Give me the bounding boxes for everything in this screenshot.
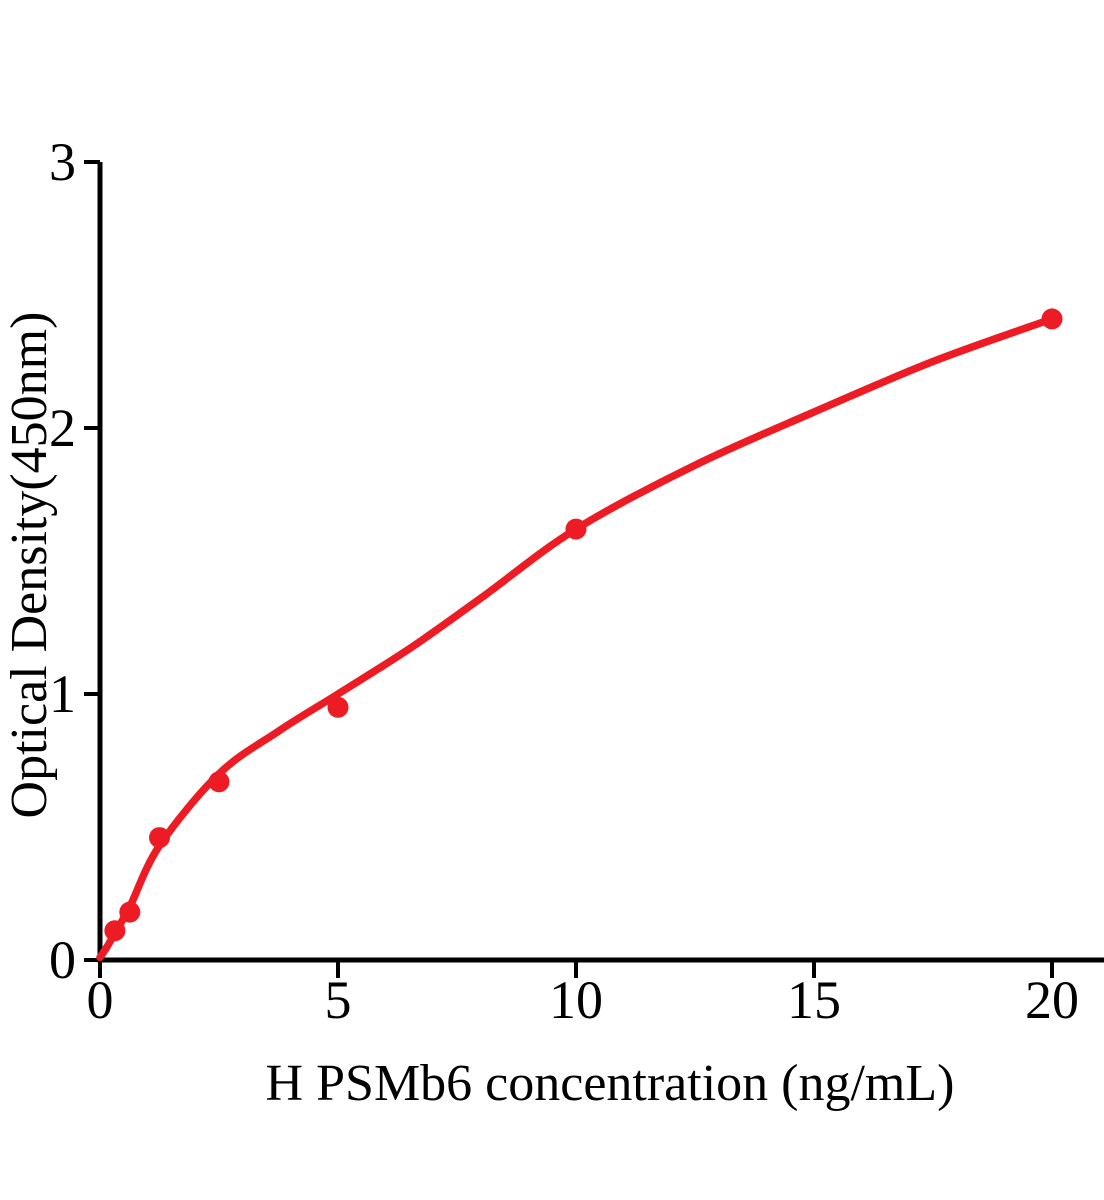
x-tick-label: 0 (87, 970, 114, 1030)
x-tick-label: 10 (549, 970, 603, 1030)
y-axis-label: Optical Density(450nm) (1, 312, 58, 819)
data-point (327, 696, 349, 718)
x-tick-label: 15 (787, 970, 841, 1030)
y-tick-label: 0 (49, 930, 76, 990)
y-tick-label: 2 (49, 398, 76, 458)
axis-ticks (84, 160, 1054, 978)
data-point (104, 920, 126, 942)
axes (97, 162, 1104, 963)
fit-curve-line (96, 315, 1056, 962)
tick-labels: 0 5 10 15 20 0 1 2 3 (49, 132, 1079, 1030)
data-point (1041, 308, 1063, 330)
data-point (208, 771, 230, 793)
y-tick-label: 1 (49, 664, 76, 724)
y-tick-label: 3 (49, 132, 76, 192)
data-points (104, 308, 1063, 942)
x-tick-label: 5 (325, 970, 352, 1030)
data-point (565, 518, 587, 540)
x-axis-label: H PSMb6 concentration (ng/mL) (266, 1055, 955, 1112)
data-point (149, 827, 170, 849)
x-tick-label: 20 (1025, 970, 1079, 1030)
data-point (119, 901, 141, 923)
